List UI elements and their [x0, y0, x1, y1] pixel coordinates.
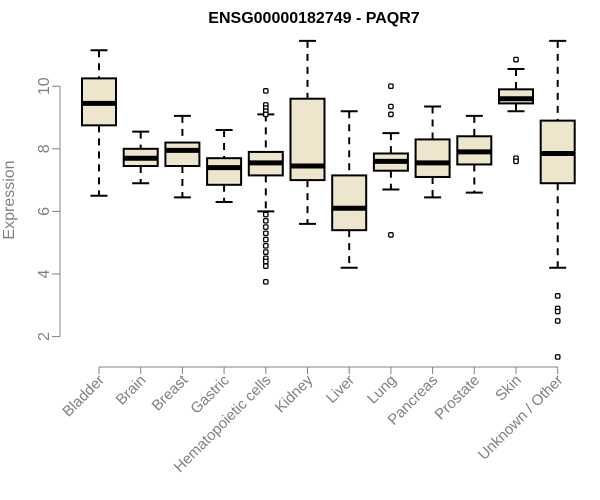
x-tick-label: Lung: [364, 372, 400, 408]
iqr-box: [414, 138, 451, 178]
outlier-point: [554, 354, 561, 360]
outlier-point: [262, 230, 269, 237]
outlier-point: [262, 258, 269, 265]
box-group: [539, 39, 576, 360]
outlier-point: [262, 236, 269, 243]
outlier-point: [262, 278, 269, 285]
axes: 2 4 6 8 10: [36, 77, 559, 374]
y-axis-label: Expression: [1, 160, 18, 239]
chart-title: ENSG00000182749 - PAQR7: [208, 10, 419, 27]
box-group: [247, 88, 284, 285]
x-tick-label: Skin: [492, 372, 525, 405]
x-tick-label: Breast: [149, 371, 192, 414]
box-group: [414, 105, 451, 199]
outlier-point: [262, 249, 269, 255]
box-group: [331, 110, 368, 269]
box-group: [498, 56, 534, 165]
box-group: [81, 49, 117, 197]
outlier-point: [513, 158, 519, 165]
outlier-point: [513, 56, 519, 63]
x-tick-label: Prostate: [432, 372, 484, 424]
x-tick-label: Kidney: [272, 371, 317, 416]
y-tick-label: 8: [36, 144, 53, 153]
iqr-box: [164, 141, 201, 168]
outlier-point: [554, 293, 561, 299]
outlier-point: [262, 242, 269, 249]
outlier-point: [388, 103, 394, 110]
outlier-point: [262, 217, 269, 224]
x-tick-label: Bladder: [59, 372, 108, 421]
outlier-point: [262, 88, 269, 94]
outlier-point: [554, 318, 561, 324]
outlier-point: [262, 111, 269, 118]
iqr-box: [206, 157, 243, 186]
iqr-box: [331, 174, 368, 232]
box-group: [289, 39, 326, 225]
y-tick-label: 10: [36, 77, 53, 95]
x-tick-label: Liver: [323, 372, 358, 407]
y-tick-label: 2: [36, 332, 53, 341]
box-group: [206, 129, 243, 204]
plot-area: [81, 39, 576, 360]
x-tick-label: Brain: [113, 372, 150, 409]
box-group: [372, 83, 409, 238]
outlier-point: [388, 111, 394, 118]
outlier-point: [262, 263, 269, 270]
outlier-point: [388, 232, 394, 238]
box-group: [122, 130, 159, 185]
outlier-point: [554, 308, 561, 315]
outlier-point: [262, 224, 269, 230]
box-group: [456, 114, 493, 194]
outlier-point: [262, 211, 269, 218]
box-group: [164, 114, 201, 199]
y-tick-label: 4: [36, 269, 53, 278]
y-tick-label: 6: [36, 207, 53, 216]
outlier-point: [388, 83, 394, 90]
